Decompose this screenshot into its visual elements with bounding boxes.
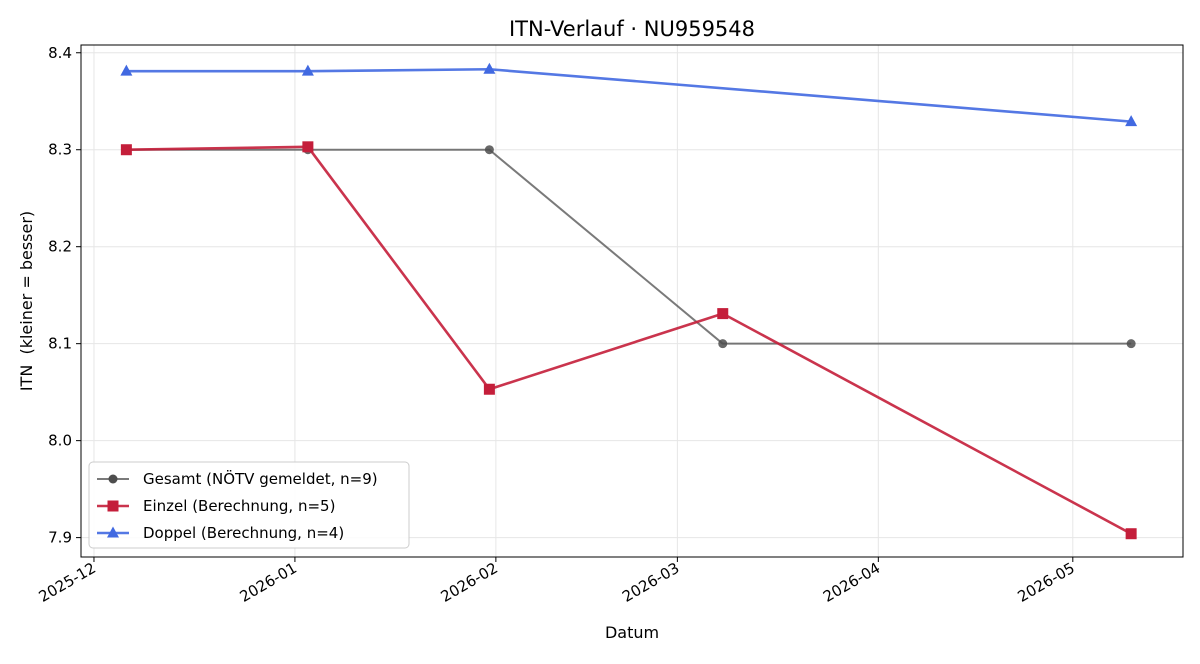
y-tick-label: 8.0 xyxy=(48,432,72,450)
y-axis-label: ITN (kleiner = besser) xyxy=(17,211,36,391)
legend-swatch-marker xyxy=(108,474,118,484)
legend-item: Einzel (Berechnung, n=5) xyxy=(97,497,335,515)
data-point xyxy=(483,383,495,395)
legend-swatch-marker xyxy=(107,526,119,538)
series-2 xyxy=(120,141,1137,540)
data-point xyxy=(1126,339,1136,349)
legend-item: Gesamt (NÖTV gemeldet, n=9) xyxy=(97,469,378,488)
legend-swatch-marker xyxy=(107,500,119,512)
y-tick-label: 8.4 xyxy=(48,44,72,62)
legend-item: Doppel (Berechnung, n=4) xyxy=(97,524,344,542)
x-tick-label: 2026-02 xyxy=(438,559,501,606)
data-point xyxy=(302,141,314,153)
x-tick-label: 2026-03 xyxy=(619,559,682,606)
data-point xyxy=(718,339,728,349)
data-point xyxy=(717,308,729,320)
data-point xyxy=(484,145,494,155)
y-tick-label: 7.9 xyxy=(48,529,72,547)
data-point xyxy=(120,64,133,76)
x-tick-label: 2026-04 xyxy=(820,559,883,606)
x-tick-label: 2026-05 xyxy=(1015,559,1078,606)
plot-frame xyxy=(80,44,1184,558)
x-tick-label: 2025-12 xyxy=(36,559,99,606)
data-point xyxy=(1125,528,1137,540)
data-point xyxy=(301,64,314,76)
x-tick-label: 2026-01 xyxy=(237,559,300,606)
data-point xyxy=(120,144,132,156)
y-tick-label: 8.3 xyxy=(48,141,72,159)
chart-title: ITN-Verlauf · NU959548 xyxy=(509,17,755,41)
legend-label: Gesamt (NÖTV gemeldet, n=9) xyxy=(143,469,378,488)
series-line xyxy=(126,67,1132,123)
y-tick-label: 8.1 xyxy=(48,335,72,353)
legend-box xyxy=(88,461,410,549)
data-point xyxy=(483,62,496,74)
series-3 xyxy=(120,62,1138,127)
legend-label: Doppel (Berechnung, n=4) xyxy=(143,524,344,542)
data-point xyxy=(1125,115,1138,127)
legend: Gesamt (NÖTV gemeldet, n=9) Einzel (Berec… xyxy=(88,461,410,549)
y-tick-label: 8.2 xyxy=(48,238,72,256)
x-axis-label: Datum xyxy=(605,623,659,642)
series-layer xyxy=(120,62,1138,540)
legend-label: Einzel (Berechnung, n=5) xyxy=(143,497,335,515)
